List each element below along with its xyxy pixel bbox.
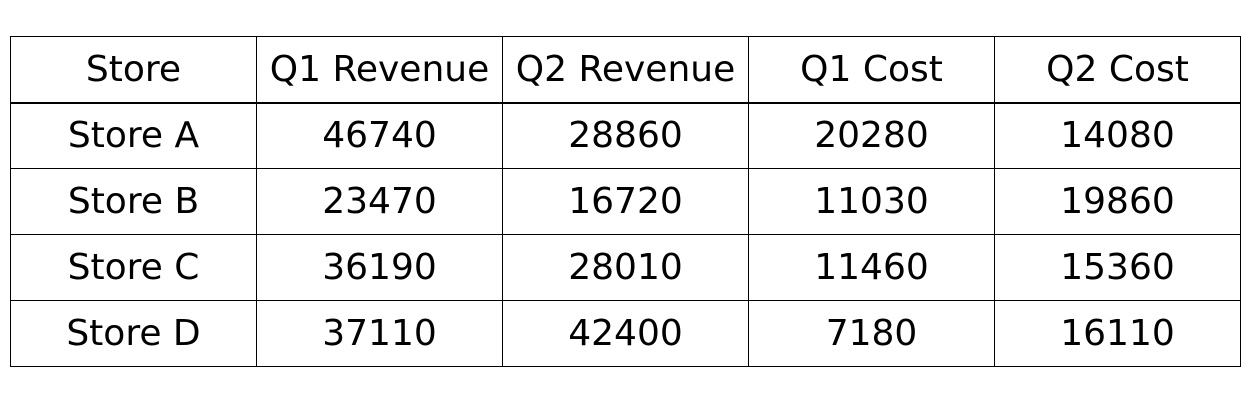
column-header-q1-cost: Q1 Cost bbox=[748, 36, 995, 104]
table-body: Store A 46740 28860 20280 14080 Store B … bbox=[10, 102, 1241, 367]
table-cell: 37110 bbox=[256, 300, 503, 367]
data-table: Store Q1 Revenue Q2 Revenue Q1 Cost Q2 C… bbox=[10, 36, 1241, 367]
table-cell: Store A bbox=[10, 102, 257, 169]
table-cell: Store B bbox=[10, 168, 257, 235]
column-header-store: Store bbox=[10, 36, 257, 104]
table-row: Store B 23470 16720 11030 19860 bbox=[10, 168, 1241, 235]
column-header-q2-cost: Q2 Cost bbox=[994, 36, 1241, 104]
table-row: Store A 46740 28860 20280 14080 bbox=[10, 102, 1241, 169]
table-cell: Store D bbox=[10, 300, 257, 367]
table-cell: 36190 bbox=[256, 234, 503, 301]
table-cell: 16720 bbox=[502, 168, 749, 235]
column-header-q2-revenue: Q2 Revenue bbox=[502, 36, 749, 104]
table-row: Store C 36190 28010 11460 15360 bbox=[10, 234, 1241, 301]
table-header: Store Q1 Revenue Q2 Revenue Q1 Cost Q2 C… bbox=[10, 36, 1241, 104]
column-header-q1-revenue: Q1 Revenue bbox=[256, 36, 503, 104]
header-row: Store Q1 Revenue Q2 Revenue Q1 Cost Q2 C… bbox=[10, 36, 1241, 104]
table-cell: 23470 bbox=[256, 168, 503, 235]
table-row: Store D 37110 42400 7180 16110 bbox=[10, 300, 1241, 367]
table-cell: Store C bbox=[10, 234, 257, 301]
data-table-container: Store Q1 Revenue Q2 Revenue Q1 Cost Q2 C… bbox=[10, 36, 1241, 367]
table-cell: 28010 bbox=[502, 234, 749, 301]
table-cell: 20280 bbox=[748, 102, 995, 169]
table-cell: 28860 bbox=[502, 102, 749, 169]
table-cell: 16110 bbox=[994, 300, 1241, 367]
table-cell: 14080 bbox=[994, 102, 1241, 169]
table-cell: 15360 bbox=[994, 234, 1241, 301]
table-cell: 11460 bbox=[748, 234, 995, 301]
table-cell: 42400 bbox=[502, 300, 749, 367]
table-cell: 7180 bbox=[748, 300, 995, 367]
table-cell: 11030 bbox=[748, 168, 995, 235]
table-cell: 19860 bbox=[994, 168, 1241, 235]
table-cell: 46740 bbox=[256, 102, 503, 169]
